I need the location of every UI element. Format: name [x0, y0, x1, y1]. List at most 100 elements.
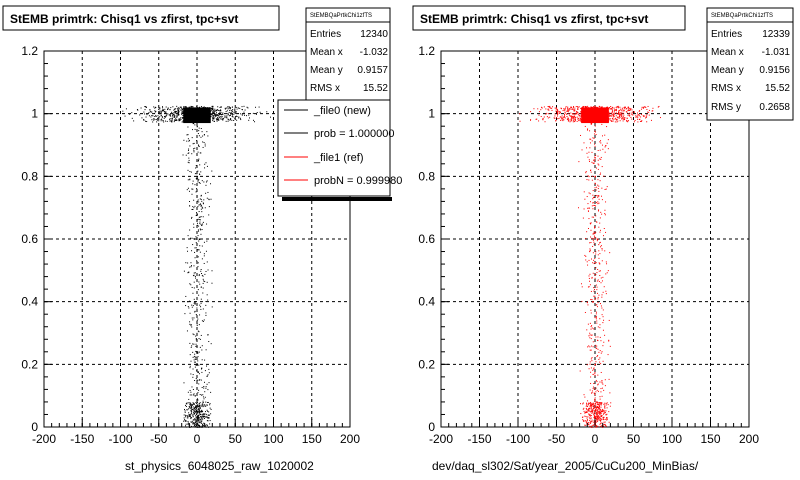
scatter-point [590, 122, 593, 125]
scatter-point [615, 106, 617, 108]
scatter-point [164, 115, 166, 117]
scatter-point [600, 406, 602, 408]
scatter-point [595, 262, 597, 264]
scatter-point [210, 112, 212, 114]
scatter-point [568, 114, 570, 116]
scatter-point [590, 405, 592, 407]
scatter-point [164, 112, 166, 114]
scatter-point [194, 124, 196, 126]
scatter-point [202, 410, 204, 412]
scatter-point [205, 416, 207, 418]
scatter-point [198, 294, 200, 296]
scatter-point [146, 114, 148, 116]
scatter-point [188, 271, 190, 273]
scatter-point [587, 117, 589, 119]
scatter-point [597, 384, 599, 386]
scatter-point [178, 113, 180, 115]
scatter-point [600, 120, 602, 122]
scatter-point [202, 121, 204, 123]
scatter-point [589, 349, 591, 351]
scatter-point [182, 109, 184, 111]
scatter-point [601, 248, 603, 250]
scatter-point [544, 121, 546, 123]
scatter-point [640, 108, 642, 110]
scatter-point [597, 298, 599, 300]
scatter-point [596, 272, 598, 274]
stats-value: 0.9156 [759, 65, 790, 76]
scatter-point [183, 119, 185, 121]
scatter-point [197, 417, 199, 419]
scatter-point [193, 281, 195, 283]
scatter-point [201, 272, 203, 274]
scatter-point [192, 114, 194, 116]
scatter-point [587, 207, 589, 209]
scatter-point [208, 112, 210, 114]
scatter-point [197, 107, 199, 109]
scatter-point [197, 403, 199, 405]
scatter-point [196, 119, 198, 121]
scatter-point [605, 425, 607, 427]
scatter-point [196, 346, 198, 348]
x-tick-label: 200 [739, 432, 759, 446]
scatter-point [592, 373, 594, 375]
scatter-point [591, 404, 593, 406]
scatter-point [602, 411, 604, 413]
scatter-point [189, 266, 191, 268]
scatter-point [589, 363, 591, 365]
scatter-point [201, 349, 203, 351]
scatter-point [581, 416, 583, 418]
scatter-point [204, 145, 206, 147]
scatter-point [578, 119, 580, 121]
scatter-point [599, 423, 601, 425]
scatter-point [582, 408, 584, 410]
scatter-point [175, 117, 177, 119]
scatter-point [585, 259, 587, 261]
x-tick-label: -150 [70, 432, 94, 446]
scatter-point [621, 107, 623, 109]
scatter-point [188, 415, 190, 417]
scatter-point [197, 372, 199, 374]
scatter-point [193, 404, 195, 406]
scatter-point [254, 121, 256, 123]
scatter-point [590, 417, 592, 419]
scatter-point [217, 114, 219, 116]
scatter-point [196, 212, 198, 214]
scatter-point [597, 150, 599, 152]
scatter-point [519, 113, 521, 115]
scatter-point [562, 118, 564, 120]
scatter-point [218, 116, 220, 118]
scatter-point [641, 120, 643, 122]
scatter-point [597, 254, 599, 256]
scatter-point [605, 201, 607, 203]
scatter-point [573, 118, 575, 120]
scatter-point [223, 117, 225, 119]
scatter-point [208, 120, 210, 122]
scatter-point [587, 210, 589, 212]
scatter-point [173, 113, 175, 115]
scatter-point [188, 148, 190, 150]
scatter-point [614, 118, 616, 120]
scatter-point [581, 286, 583, 288]
scatter-point [601, 296, 603, 298]
scatter-point [160, 110, 162, 112]
scatter-point [196, 406, 198, 408]
scatter-point [170, 120, 172, 122]
scatter-point [602, 417, 604, 419]
scatter-point [216, 119, 218, 121]
scatter-point [200, 198, 202, 200]
scatter-point [572, 107, 574, 109]
scatter-point [588, 408, 590, 410]
scatter-point [215, 115, 217, 117]
scatter-point [201, 404, 203, 406]
scatter-point [594, 317, 596, 319]
scatter-point [611, 108, 613, 110]
scatter-point [640, 116, 642, 118]
scatter-point [599, 410, 601, 412]
scatter-point [598, 115, 600, 117]
scatter-point [586, 402, 588, 404]
scatter-point [174, 111, 176, 113]
scatter-point [600, 340, 602, 342]
scatter-point [612, 113, 614, 115]
scatter-point [205, 117, 207, 119]
scatter-point [592, 196, 594, 198]
